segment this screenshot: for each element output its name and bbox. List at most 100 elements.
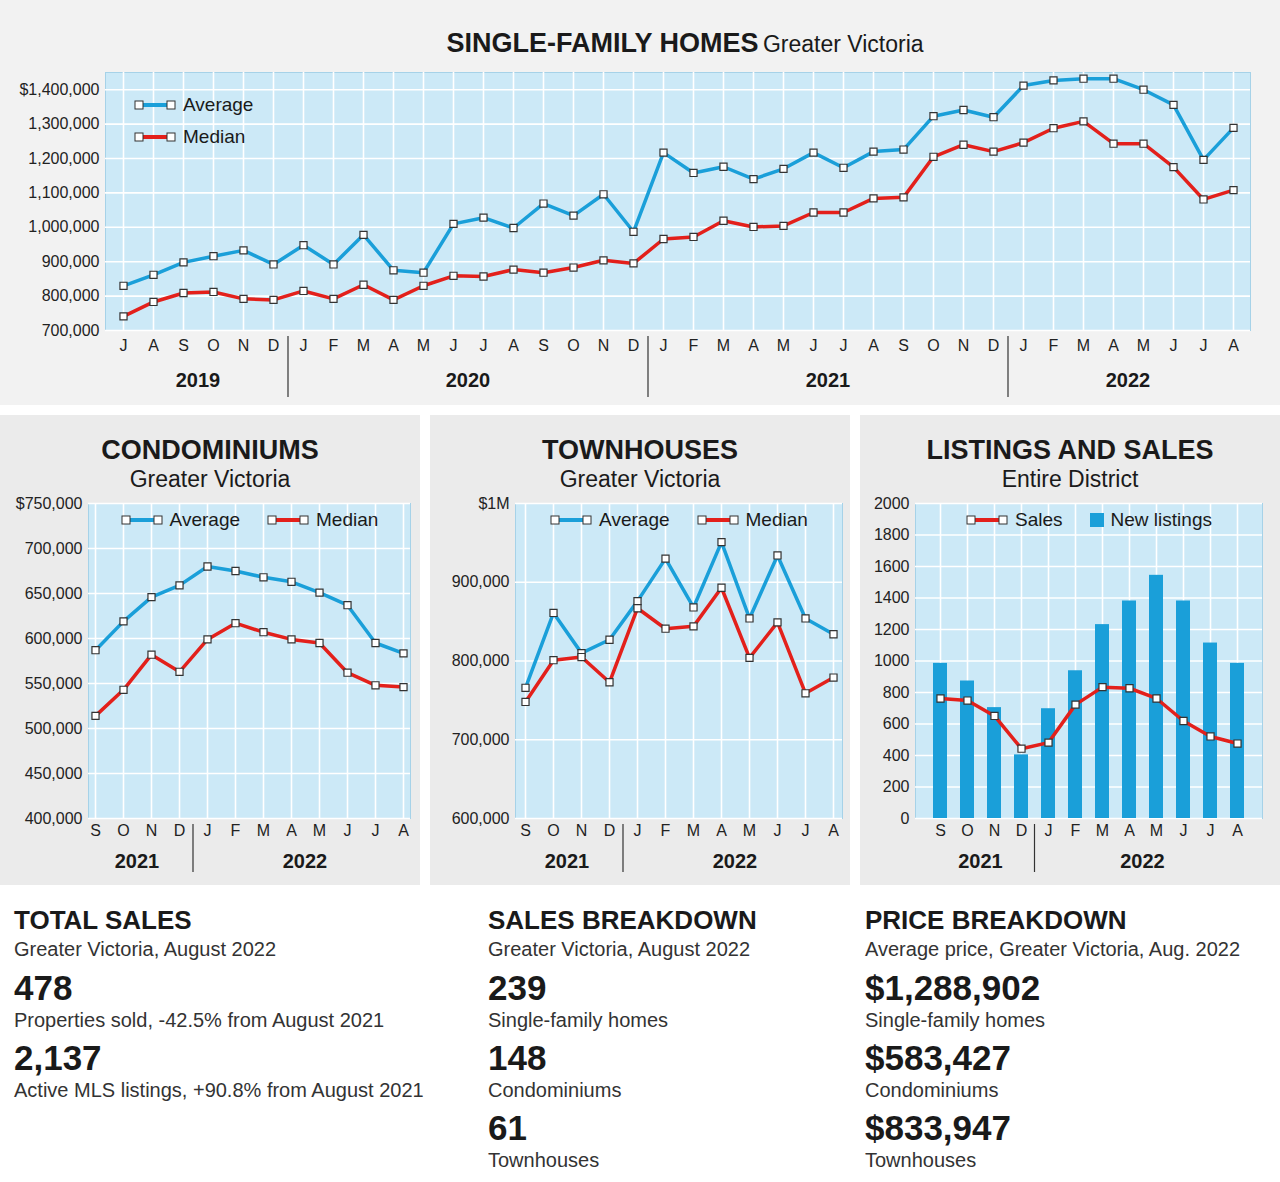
svg-text:J: J (1207, 822, 1215, 839)
svg-text:2021: 2021 (545, 850, 590, 872)
svg-text:O: O (927, 337, 939, 354)
svg-text:800,000: 800,000 (42, 287, 100, 304)
svg-text:S: S (520, 822, 531, 839)
svg-text:F: F (231, 822, 241, 839)
svg-text:800: 800 (883, 684, 910, 701)
svg-text:J: J (1170, 337, 1178, 354)
svg-text:M: M (1137, 337, 1150, 354)
svg-text:D: D (988, 337, 1000, 354)
svg-text:1,100,000: 1,100,000 (28, 184, 99, 201)
svg-text:200: 200 (883, 778, 910, 795)
svg-text:M: M (1096, 822, 1109, 839)
svg-text:O: O (117, 822, 129, 839)
svg-text:M: M (743, 822, 756, 839)
svg-text:F: F (1049, 337, 1059, 354)
svg-text:$750,000: $750,000 (16, 495, 83, 512)
svg-text:A: A (508, 337, 519, 354)
svg-text:N: N (146, 822, 158, 839)
svg-text:N: N (238, 337, 250, 354)
svg-text:J: J (660, 337, 668, 354)
svg-text:J: J (634, 822, 642, 839)
svg-text:J: J (480, 337, 488, 354)
svg-text:2019: 2019 (176, 369, 221, 391)
svg-text:2022: 2022 (1106, 369, 1151, 391)
svg-text:J: J (774, 822, 782, 839)
svg-text:1200: 1200 (874, 621, 910, 638)
svg-text:0: 0 (901, 810, 910, 827)
svg-text:M: M (777, 337, 790, 354)
svg-text:J: J (344, 822, 352, 839)
svg-text:1800: 1800 (874, 526, 910, 543)
svg-text:2021: 2021 (958, 850, 1003, 872)
svg-text:A: A (148, 337, 159, 354)
svg-text:A: A (716, 822, 727, 839)
svg-text:A: A (1228, 337, 1239, 354)
svg-text:550,000: 550,000 (25, 675, 83, 692)
svg-text:O: O (207, 337, 219, 354)
svg-text:1,000,000: 1,000,000 (28, 218, 99, 235)
svg-text:2020: 2020 (446, 369, 491, 391)
svg-text:M: M (1077, 337, 1090, 354)
svg-text:$1M: $1M (478, 495, 509, 512)
svg-text:2022: 2022 (283, 850, 328, 872)
svg-text:D: D (604, 822, 616, 839)
svg-text:O: O (961, 822, 973, 839)
svg-text:400: 400 (883, 747, 910, 764)
svg-text:J: J (810, 337, 818, 354)
svg-text:1,300,000: 1,300,000 (28, 115, 99, 132)
svg-text:600,000: 600,000 (452, 810, 510, 827)
svg-text:A: A (286, 822, 297, 839)
svg-text:700,000: 700,000 (25, 540, 83, 557)
svg-text:$1,400,000: $1,400,000 (19, 81, 99, 98)
svg-text:2022: 2022 (713, 850, 758, 872)
svg-text:J: J (1020, 337, 1028, 354)
svg-text:F: F (689, 337, 699, 354)
svg-text:J: J (802, 822, 810, 839)
svg-text:J: J (1045, 822, 1053, 839)
svg-text:J: J (1180, 822, 1188, 839)
svg-text:650,000: 650,000 (25, 585, 83, 602)
svg-text:A: A (388, 337, 399, 354)
svg-text:2021: 2021 (806, 369, 851, 391)
svg-text:N: N (958, 337, 970, 354)
svg-text:A: A (1232, 822, 1243, 839)
svg-text:N: N (989, 822, 1001, 839)
svg-text:J: J (120, 337, 128, 354)
svg-text:600: 600 (883, 715, 910, 732)
svg-text:M: M (417, 337, 430, 354)
svg-text:A: A (748, 337, 759, 354)
svg-text:S: S (898, 337, 909, 354)
svg-text:D: D (174, 822, 186, 839)
svg-text:J: J (450, 337, 458, 354)
svg-text:F: F (329, 337, 339, 354)
svg-text:1600: 1600 (874, 558, 910, 575)
svg-text:900,000: 900,000 (42, 253, 100, 270)
svg-text:800,000: 800,000 (452, 652, 510, 669)
svg-text:900,000: 900,000 (452, 573, 510, 590)
svg-text:J: J (840, 337, 848, 354)
svg-text:O: O (547, 822, 559, 839)
svg-text:F: F (661, 822, 671, 839)
svg-text:450,000: 450,000 (25, 765, 83, 782)
svg-text:A: A (398, 822, 409, 839)
svg-text:600,000: 600,000 (25, 630, 83, 647)
svg-text:O: O (567, 337, 579, 354)
svg-text:700,000: 700,000 (42, 322, 100, 339)
svg-text:S: S (538, 337, 549, 354)
svg-text:M: M (313, 822, 326, 839)
svg-text:D: D (268, 337, 280, 354)
svg-text:J: J (372, 822, 380, 839)
svg-text:N: N (598, 337, 610, 354)
svg-text:S: S (90, 822, 101, 839)
svg-text:S: S (178, 337, 189, 354)
svg-text:2000: 2000 (874, 495, 910, 512)
svg-text:1000: 1000 (874, 652, 910, 669)
svg-text:D: D (1016, 822, 1028, 839)
svg-text:M: M (357, 337, 370, 354)
svg-text:A: A (828, 822, 839, 839)
svg-text:2022: 2022 (1120, 850, 1165, 872)
svg-text:M: M (257, 822, 270, 839)
svg-text:M: M (687, 822, 700, 839)
svg-text:J: J (204, 822, 212, 839)
svg-text:J: J (300, 337, 308, 354)
